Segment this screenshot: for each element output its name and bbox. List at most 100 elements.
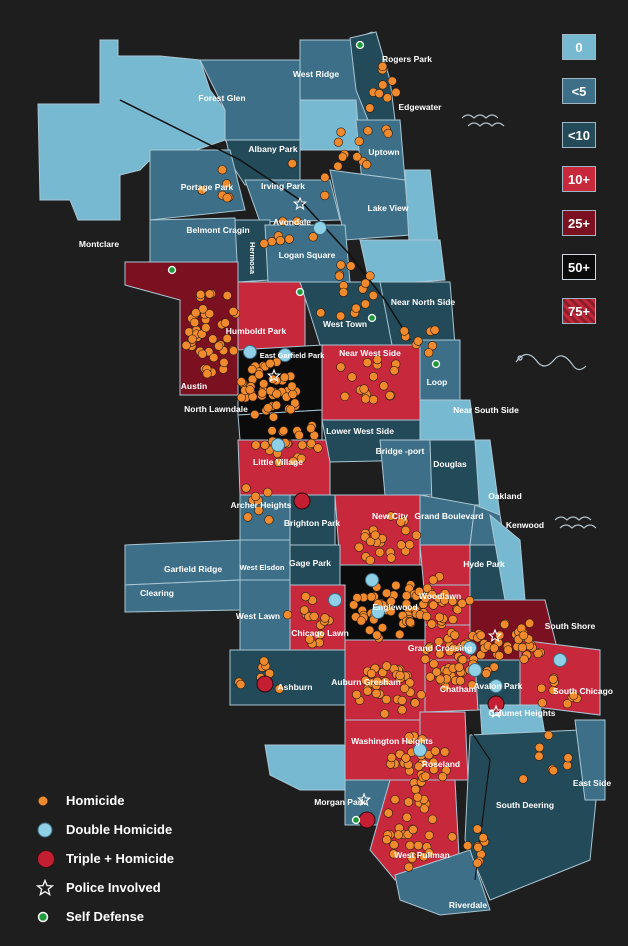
label-albany-park: Albany Park [248,144,297,154]
homicide-dot [427,619,437,629]
homicide-dot [524,618,535,628]
homicide-dot [336,311,346,321]
homicide-dot [434,636,444,647]
homicide-dot [359,384,369,394]
police-involved-star [488,704,504,719]
homicide-dot [272,389,282,399]
label-near-south-side: Near South Side [453,405,519,415]
homicide-dot [548,765,559,776]
label-belmont-cragin: Belmont Cragin [186,225,249,235]
homicide-dot [568,690,579,701]
scale-label-zero: 0 [575,39,583,55]
homicide-dot [352,152,362,162]
homicide-dot [434,612,445,622]
label-morgan-park: Morgan Park [314,797,366,807]
homicide-dot [198,304,208,314]
label-forest-glen: Forest Glen [198,93,245,103]
homicide-dot [447,832,457,842]
label-gage-park: Gage Park [289,558,331,568]
homicide-dot [299,605,310,615]
homicide-dot [494,651,504,661]
homicide-dot [389,366,399,376]
homicide-dot [236,679,246,690]
homicide-dot [380,709,390,719]
homicide-dot [362,160,372,170]
double-homicide-dot [313,221,327,235]
density-scale: 0 <5 <10 10+ 25+ 50+ 75+ [562,34,598,342]
homicide-dot [263,403,273,413]
homicide-dot [347,372,357,382]
homicide-dot [352,689,362,700]
self-defense-dot [367,313,377,323]
homicide-dot [220,318,230,328]
police-involved-star [292,196,308,211]
label-chicago-lawn: Chicago Lawn [291,628,349,638]
label-little-village: Little Village [253,457,303,467]
label-south-chicago: South Chicago [553,686,613,696]
homicide-dot [346,261,356,271]
homicide-dot [368,372,379,382]
homicide-dot [222,333,232,344]
label-south-shore: South Shore [545,621,596,631]
homicide-dot [250,410,260,420]
homicide-dot [481,668,491,679]
label-uptown: Uptown [368,147,399,157]
homicide-dot [280,372,290,382]
label-portage-park: Portage Park [181,182,234,192]
homicide-dot [259,656,269,666]
homicide-dot [404,862,414,872]
homicide-dot [354,542,364,552]
homicide-dot [366,668,377,679]
label-austin: Austin [181,381,207,391]
blue-dot-icon [37,822,53,837]
label-avondale: Avondale [273,217,311,227]
homicide-dot [209,353,219,363]
homicide-dot [292,216,302,226]
homicide-dot [351,303,361,313]
homicide-dot [533,648,543,659]
self-defense-dot [351,815,361,825]
self-defense-dot [167,265,177,275]
label-garfield-ridge: Garfield Ridge [164,564,222,574]
label-auburn-gresham: Auburn Gresham [331,677,401,687]
label-woodlawn: Woodlawn [419,591,461,601]
legend-label-double-homicide: Double Homicide [66,822,173,837]
homicide-dot [421,771,431,781]
homicide-dot [365,271,375,281]
homicide-dot [430,746,440,756]
homicide-dot [315,629,325,640]
homicide-dot [245,385,255,395]
homicide-dot [386,511,396,521]
homicide-dot [435,649,445,659]
homicide-dot [399,326,409,336]
homicide-dot [400,683,410,693]
legend-label-homicide: Homicide [66,793,125,808]
scale-box-10plus: 10+ [562,166,596,192]
homicide-dot [424,348,434,358]
homicide-dot [366,592,376,602]
star-icon [36,878,54,896]
homicide-dot [259,239,269,249]
label-grand-boulevard: Grand Boulevard [415,511,484,521]
homicide-dot [375,547,385,558]
homicide-dot [361,394,371,404]
homicide-dot [201,323,211,333]
homicide-dot [448,614,458,625]
homicide-dot [413,792,423,802]
homicide-dot [333,161,343,171]
homicide-dot [196,289,206,300]
homicide-dot [251,440,261,450]
homicide-dot [435,674,445,684]
homicide-dot [374,88,384,99]
label-roseland: Roseland [422,759,460,769]
homicide-dot [313,443,323,453]
homicide-dot [420,593,431,604]
legend-item-triple-homicide: Triple + Homicide [36,844,174,873]
homicide-dot [427,814,438,824]
homicide-dot [430,325,440,335]
legend-label-triple-homicide: Triple + Homicide [66,851,175,866]
homicide-dot [422,583,433,593]
homicide-dot [214,341,224,351]
homicide-dot [537,698,547,708]
homicide-dot [286,404,296,415]
